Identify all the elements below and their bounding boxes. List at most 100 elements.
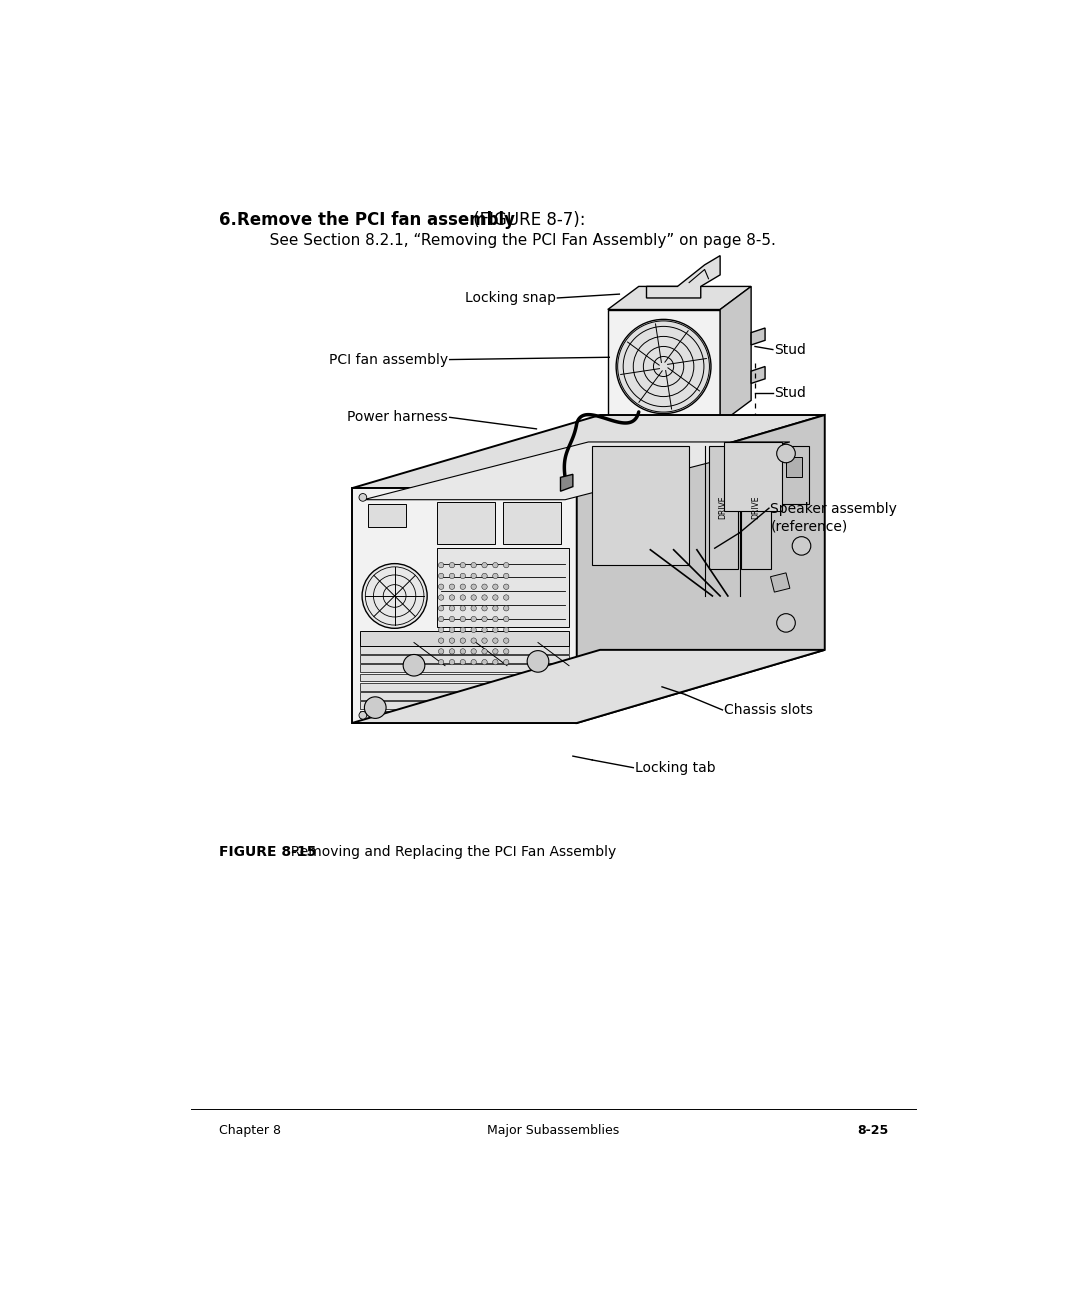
Text: Power harness: Power harness: [348, 411, 448, 424]
Text: Major Subassemblies: Major Subassemblies: [487, 1124, 620, 1137]
Circle shape: [503, 660, 509, 665]
Circle shape: [403, 654, 424, 677]
Circle shape: [460, 584, 465, 590]
Circle shape: [449, 584, 455, 590]
Text: Removing and Replacing the PCI Fan Assembly: Removing and Replacing the PCI Fan Assem…: [282, 845, 617, 859]
Circle shape: [471, 617, 476, 622]
Polygon shape: [770, 573, 789, 592]
Circle shape: [460, 660, 465, 665]
Circle shape: [471, 627, 476, 632]
Text: 6.: 6.: [218, 211, 237, 229]
Circle shape: [471, 649, 476, 654]
Polygon shape: [751, 328, 765, 345]
Circle shape: [492, 584, 498, 590]
Polygon shape: [352, 415, 825, 489]
Circle shape: [482, 627, 487, 632]
Circle shape: [471, 562, 476, 568]
Polygon shape: [352, 489, 577, 723]
Polygon shape: [367, 504, 406, 526]
Circle shape: [503, 562, 509, 568]
Circle shape: [471, 605, 476, 610]
Circle shape: [492, 649, 498, 654]
Circle shape: [359, 494, 367, 502]
Circle shape: [492, 638, 498, 643]
Bar: [735, 454, 751, 469]
Polygon shape: [561, 474, 572, 491]
Polygon shape: [720, 286, 751, 424]
Text: PCI fan assembly: PCI fan assembly: [329, 353, 448, 367]
Circle shape: [471, 584, 476, 590]
Circle shape: [777, 614, 795, 632]
Polygon shape: [360, 701, 569, 709]
Polygon shape: [437, 502, 496, 543]
Circle shape: [460, 627, 465, 632]
Circle shape: [503, 627, 509, 632]
Circle shape: [503, 595, 509, 600]
Text: See Section 8.2.1, “Removing the PCI Fan Assembly” on page 8-5.: See Section 8.2.1, “Removing the PCI Fan…: [255, 232, 777, 248]
Polygon shape: [647, 255, 720, 298]
Circle shape: [449, 605, 455, 610]
Circle shape: [438, 617, 444, 622]
Text: DRIVE: DRIVE: [752, 495, 760, 520]
Circle shape: [471, 573, 476, 578]
Polygon shape: [360, 665, 569, 673]
Text: Stud: Stud: [774, 342, 807, 356]
Circle shape: [471, 638, 476, 643]
Polygon shape: [360, 683, 569, 691]
Polygon shape: [503, 502, 562, 543]
Circle shape: [364, 697, 387, 718]
Circle shape: [471, 660, 476, 665]
Circle shape: [503, 649, 509, 654]
Text: 8-25: 8-25: [858, 1124, 889, 1137]
Circle shape: [492, 627, 498, 632]
Circle shape: [492, 617, 498, 622]
Polygon shape: [360, 674, 569, 682]
Text: Stud: Stud: [774, 386, 807, 399]
Circle shape: [482, 649, 487, 654]
Circle shape: [449, 562, 455, 568]
Circle shape: [438, 660, 444, 665]
Text: (FIGURE 8-7):: (FIGURE 8-7):: [469, 211, 585, 229]
Polygon shape: [708, 446, 738, 569]
Circle shape: [449, 638, 455, 643]
Circle shape: [492, 573, 498, 578]
Circle shape: [777, 445, 795, 463]
Polygon shape: [364, 442, 789, 500]
Circle shape: [503, 573, 509, 578]
Polygon shape: [360, 645, 569, 653]
Circle shape: [449, 627, 455, 632]
Polygon shape: [741, 446, 770, 569]
Circle shape: [492, 562, 498, 568]
Polygon shape: [592, 446, 689, 565]
Polygon shape: [608, 310, 720, 424]
Text: Speaker assembly
(reference): Speaker assembly (reference): [770, 502, 897, 534]
Circle shape: [492, 660, 498, 665]
Circle shape: [482, 595, 487, 600]
Polygon shape: [352, 649, 825, 723]
Circle shape: [503, 584, 509, 590]
Polygon shape: [360, 692, 569, 700]
Text: Locking tab: Locking tab: [635, 761, 715, 775]
Text: Locking snap: Locking snap: [464, 292, 556, 305]
Circle shape: [616, 319, 711, 413]
Circle shape: [438, 605, 444, 610]
Text: Remove the PCI fan assembly: Remove the PCI fan assembly: [238, 211, 515, 229]
Circle shape: [438, 562, 444, 568]
Polygon shape: [577, 415, 825, 723]
Circle shape: [438, 649, 444, 654]
Circle shape: [527, 651, 549, 673]
Circle shape: [793, 537, 811, 555]
Circle shape: [460, 573, 465, 578]
Circle shape: [449, 649, 455, 654]
Polygon shape: [608, 286, 751, 310]
Circle shape: [482, 584, 487, 590]
Circle shape: [482, 638, 487, 643]
Circle shape: [482, 617, 487, 622]
Circle shape: [482, 605, 487, 610]
Circle shape: [503, 605, 509, 610]
Circle shape: [362, 564, 428, 629]
Circle shape: [460, 617, 465, 622]
Circle shape: [503, 638, 509, 643]
Text: Chassis slots: Chassis slots: [724, 702, 813, 717]
Polygon shape: [779, 446, 809, 504]
